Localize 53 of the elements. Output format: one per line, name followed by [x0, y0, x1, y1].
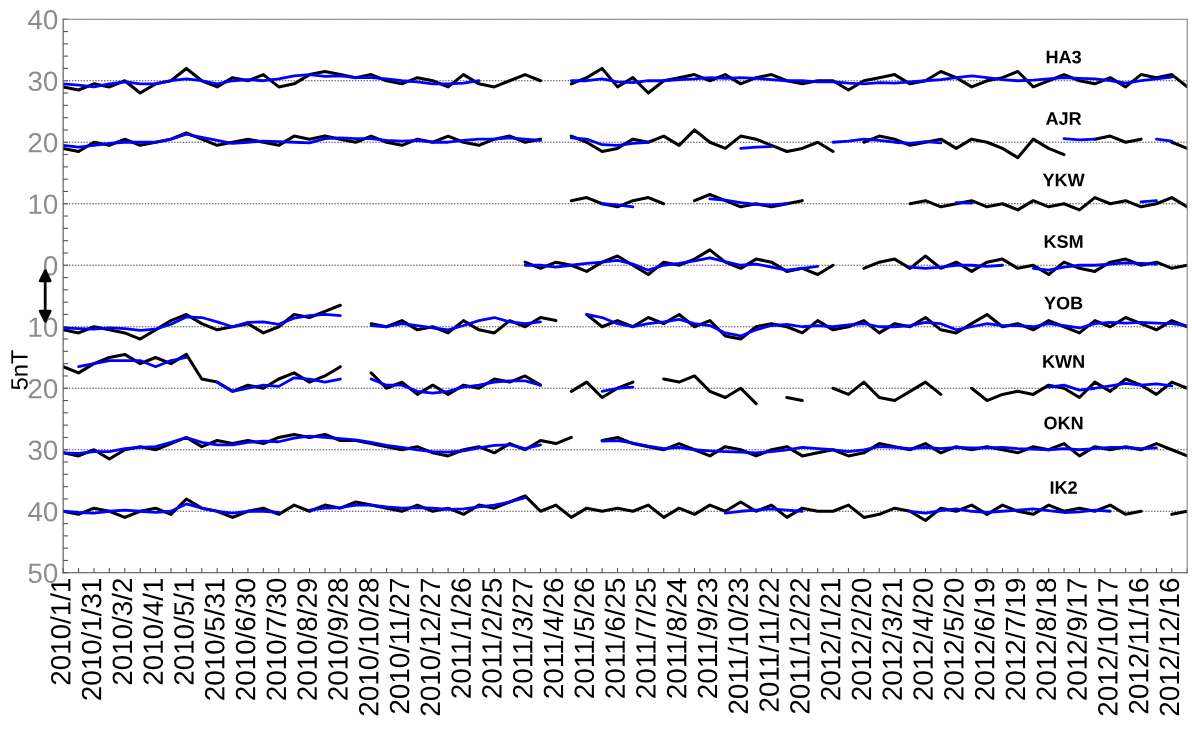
x-tick-label: 2011/8/24	[666, 578, 687, 698]
x-tick-label: 2012/4/20	[912, 578, 933, 700]
series-label: HA3	[1046, 50, 1081, 64]
series-label: AJR	[1045, 112, 1082, 125]
x-tick-label: 2012/3/21	[881, 578, 903, 700]
text: 5nT	[11, 350, 28, 390]
x-tick-label: 2012/2/20	[850, 578, 872, 700]
y-tick-label: 20	[28, 378, 58, 399]
x-tick-label: 2011/7/25	[635, 578, 656, 698]
x-tick-label: 2012/7/19	[1004, 578, 1026, 700]
x-tick-label: 2010/8/29	[296, 578, 317, 700]
y-tick-label: 10	[29, 317, 58, 338]
x-tick-label: 2010/7/30	[265, 578, 287, 700]
x-tick-label: 2010/3/2	[111, 579, 133, 685]
y-tick-label: 30	[28, 440, 58, 461]
x-tick-label: 2011/6/25	[604, 578, 625, 698]
y-tick-label: 40	[28, 501, 58, 522]
x-tick-label: 2010/10/28	[358, 578, 379, 716]
x-tick-label: 2011/2/25	[481, 578, 502, 698]
x-tick-label: 2010/6/30	[235, 578, 256, 700]
x-tick-label: 2012/9/17	[1066, 579, 1087, 700]
x-tick-label: 2012/10/17	[1097, 579, 1118, 716]
x-tick-label: 2010/9/28	[327, 578, 348, 700]
x-tick-label: 2012/1/21	[820, 578, 841, 700]
x-tick-label: 2011/9/23	[696, 578, 718, 698]
x-tick-label: 2012/11/16	[1128, 578, 1149, 714]
series-label: IK2	[1050, 481, 1077, 494]
y-tick-label: 40	[28, 9, 58, 30]
x-tick-label: 2012/5/20	[943, 578, 964, 700]
y-tick-label: 30	[28, 71, 58, 92]
x-tick-label: 2010/1/31	[81, 578, 102, 700]
x-tick-label: 2010/5/1	[173, 578, 194, 685]
x-tick-label: 2012/8/18	[1035, 578, 1057, 700]
series-label: OKN	[1044, 416, 1083, 430]
y-tick-label: 10	[29, 194, 58, 215]
x-tick-label: 2010/4/1	[142, 578, 164, 685]
x-tick-label: 2012/6/19	[974, 578, 995, 700]
x-tick-label: 2011/11/22	[758, 579, 779, 712]
x-tick-label: 2011/1/26	[450, 578, 471, 698]
x-tick-label: 2011/4/26	[542, 578, 564, 698]
y-tick-label: 20	[28, 132, 58, 153]
x-tick-label: 2011/5/26	[573, 578, 595, 698]
x-tick-label: 2010/11/27	[388, 579, 410, 714]
series-label: YKW	[1042, 173, 1085, 187]
x-tick-label: 2011/10/23	[727, 578, 749, 714]
x-tick-label: 2010/12/27	[419, 579, 441, 716]
series-label: KWN	[1043, 355, 1084, 368]
series-label: YOB	[1044, 296, 1083, 310]
x-tick-label: 2011/12/22	[789, 579, 810, 714]
x-tick-label: 2010/5/31	[204, 578, 225, 700]
x-tick-label: 2012/12/16	[1158, 578, 1180, 716]
x-tick-label: 2011/3/27	[512, 579, 533, 698]
series-label: KSM	[1044, 235, 1083, 248]
